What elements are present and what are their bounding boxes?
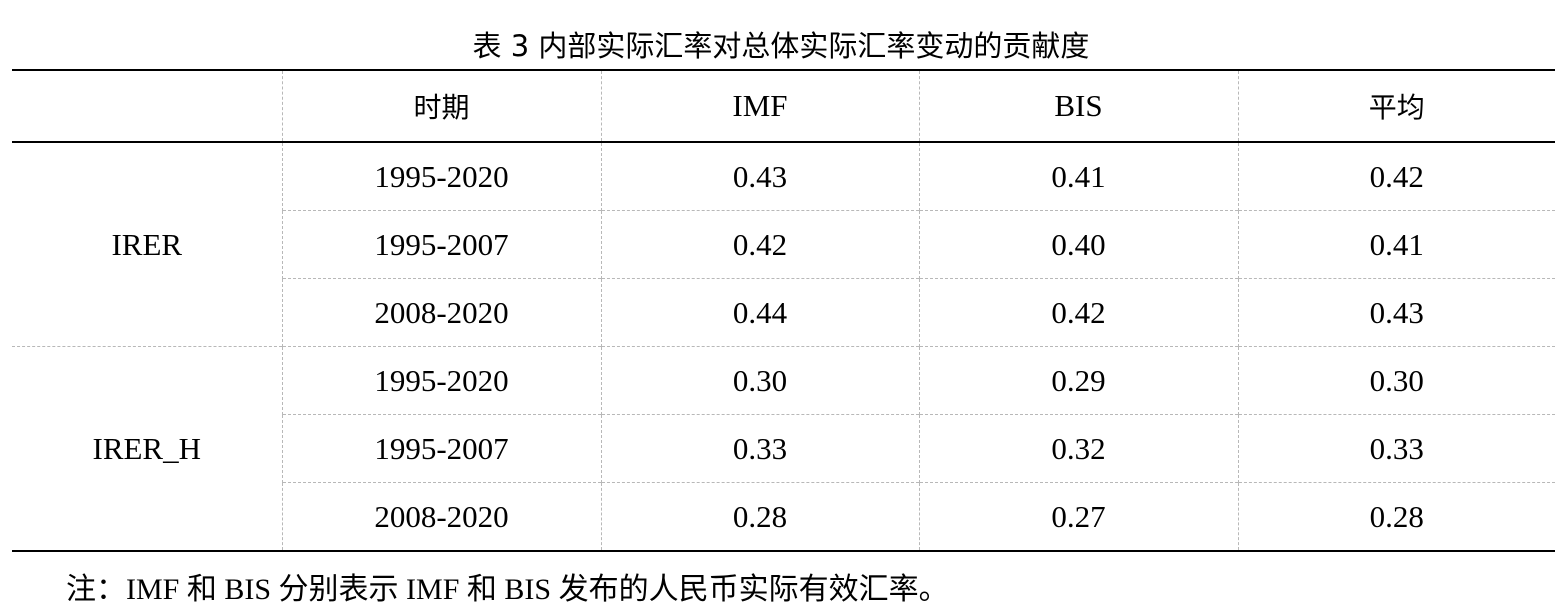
contribution-table: 时期 IMF BIS 平均 IRER 1995-2020 0.43 0.41 0… [12, 69, 1555, 552]
cell-period: 2008-2020 [281, 482, 601, 551]
header-period: 时期 [281, 70, 601, 143]
cell-imf: 0.33 [600, 414, 919, 483]
cell-imf: 0.43 [600, 142, 919, 211]
table-row: IRER 1995-2020 0.43 0.41 0.42 [12, 142, 1555, 262]
table-row: 1995-2007 0.33 0.32 0.33 [12, 414, 1555, 483]
table-note: 注：IMF 和 BIS 分别表示 IMF 和 BIS 发布的人民币实际有效汇率。 [66, 573, 949, 606]
cell-bis: 0.42 [918, 278, 1238, 347]
cell-average: 0.41 [1237, 210, 1555, 279]
cell-average: 0.28 [1237, 482, 1555, 551]
cell-average: 0.30 [1237, 346, 1555, 415]
cell-period: 2008-2020 [281, 278, 601, 347]
cell-bis: 0.27 [918, 482, 1238, 551]
header-average: 平均 [1237, 70, 1555, 143]
group-label-irer: IRER [111, 226, 183, 262]
cell-imf: 0.42 [600, 210, 919, 279]
cell-average: 0.43 [1237, 278, 1555, 347]
cell-period: 1995-2020 [281, 346, 601, 415]
cell-bis: 0.29 [918, 346, 1238, 415]
cell-period: 1995-2007 [281, 414, 601, 483]
cell-average: 0.33 [1237, 414, 1555, 483]
cell-period: 1995-2020 [281, 142, 601, 211]
header-bis: BIS [918, 70, 1238, 143]
cell-imf: 0.30 [600, 346, 919, 415]
table-header-row: 时期 IMF BIS 平均 [12, 70, 1555, 143]
cell-bis: 0.41 [918, 142, 1238, 211]
table-row: 2008-2020 0.44 0.42 0.43 [12, 278, 1555, 347]
cell-imf: 0.44 [600, 278, 919, 347]
header-blank [12, 70, 282, 143]
table-row: IRER_H 1995-2020 0.30 0.29 0.30 [12, 346, 1555, 551]
group-label-irer-h: IRER_H [12, 346, 282, 551]
cell-bis: 0.32 [918, 414, 1238, 483]
table-row: 2008-2020 0.28 0.27 0.28 [12, 482, 1555, 551]
cell-period: 1995-2007 [281, 210, 601, 279]
header-imf: IMF [600, 70, 919, 143]
table-row: 1995-2007 0.42 0.40 0.41 [12, 210, 1555, 279]
cell-bis: 0.40 [918, 210, 1238, 279]
cell-average: 0.42 [1237, 142, 1555, 211]
cell-imf: 0.28 [600, 482, 919, 551]
table-caption: 表 3 内部实际汇率对总体实际汇率变动的贡献度 [472, 29, 1090, 63]
